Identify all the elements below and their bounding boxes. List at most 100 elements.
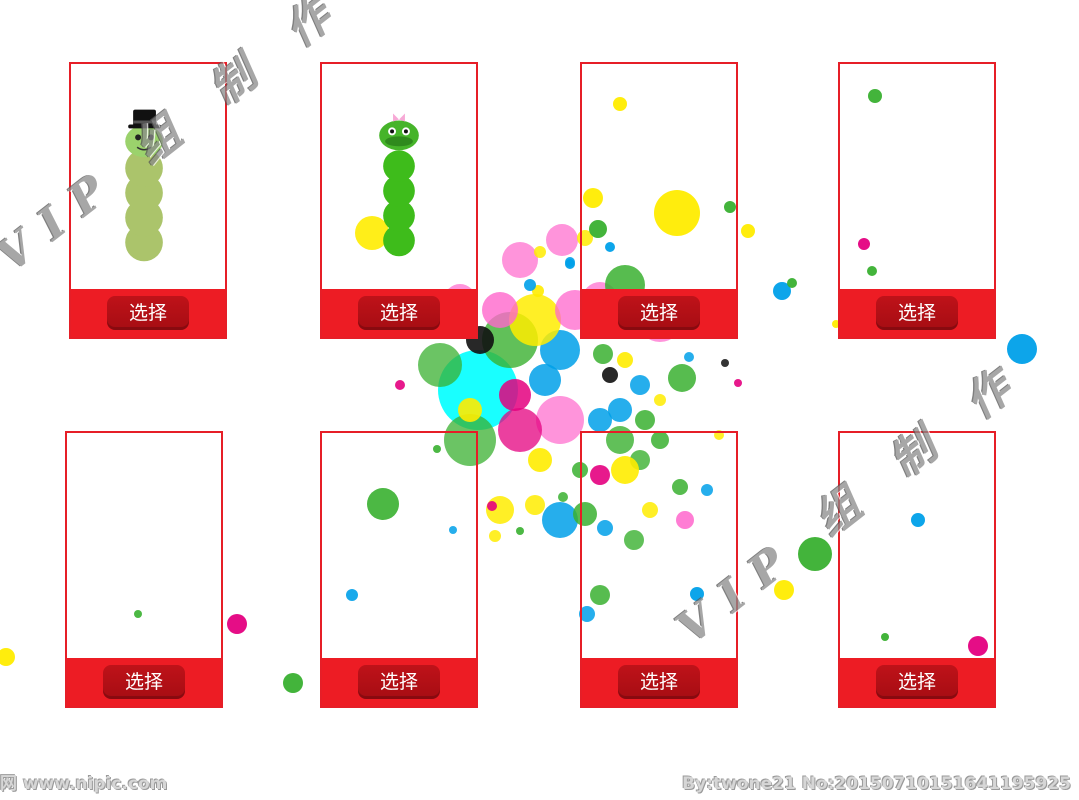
confetti-bubble [542, 502, 578, 538]
confetti-bubble [528, 448, 552, 472]
confetti-bubble [573, 502, 597, 526]
confetti-bubble [589, 220, 607, 238]
confetti-bubble [418, 343, 462, 387]
character-card-1[interactable]: 选择 [69, 62, 227, 339]
confetti-bubble [701, 484, 713, 496]
confetti-bubble [558, 492, 568, 502]
snake-with-bow-icon [379, 113, 419, 257]
confetti-bubble [516, 527, 524, 535]
confetti-bubble [482, 292, 518, 328]
select-button-2[interactable]: 选择 [358, 296, 440, 330]
confetti-bubble [654, 190, 700, 236]
character-preview-4 [840, 64, 994, 289]
confetti-bubble [367, 488, 399, 520]
confetti-bubble [611, 456, 639, 484]
confetti-bubble [734, 379, 742, 387]
character-preview-2 [322, 64, 476, 289]
card-footer-2: 选择 [322, 289, 476, 337]
confetti-bubble [867, 266, 877, 276]
confetti-bubble [676, 511, 694, 529]
confetti-bubble [613, 97, 627, 111]
select-button-3[interactable]: 选择 [618, 296, 700, 330]
confetti-bubble [534, 246, 546, 258]
confetti-bubble [0, 648, 15, 666]
confetti-bubble [395, 380, 405, 390]
character-card-2[interactable]: 选择 [320, 62, 478, 339]
card-footer-7: 选择 [582, 658, 736, 706]
select-button-1[interactable]: 选择 [107, 296, 189, 330]
confetti-bubble [602, 367, 618, 383]
confetti-bubble [458, 398, 482, 422]
confetti-bubble [654, 394, 666, 406]
character-card-6[interactable]: 选择 [320, 431, 478, 708]
worm-with-top-hat-icon [125, 109, 163, 262]
confetti-bubble [1007, 334, 1037, 364]
character-card-4[interactable]: 选择 [838, 62, 996, 339]
confetti-bubble [565, 259, 575, 269]
confetti-bubble [608, 398, 632, 422]
confetti-bubble [597, 520, 613, 536]
confetti-bubble [536, 396, 584, 444]
confetti-bubble [630, 375, 650, 395]
confetti-bubble [741, 224, 755, 238]
confetti-bubble [868, 89, 882, 103]
select-button-4[interactable]: 选择 [876, 296, 958, 330]
confetti-bubble [546, 224, 578, 256]
confetti-bubble [502, 242, 538, 278]
select-button-8[interactable]: 选择 [876, 665, 958, 699]
confetti-bubble [968, 636, 988, 656]
confetti-bubble [529, 364, 561, 396]
confetti-bubble [624, 530, 644, 550]
confetti-bubble [487, 501, 497, 511]
confetti-bubble [684, 352, 694, 362]
select-button-6[interactable]: 选择 [358, 665, 440, 699]
select-button-5[interactable]: 选择 [103, 665, 185, 699]
confetti-bubble [583, 188, 603, 208]
confetti-bubble [346, 589, 358, 601]
card-footer-6: 选择 [322, 658, 476, 706]
confetti-bubble [593, 344, 613, 364]
confetti-bubble [433, 445, 441, 453]
confetti-bubble [524, 279, 536, 291]
card-footer-4: 选择 [840, 289, 994, 337]
confetti-bubble [489, 530, 501, 542]
confetti-bubble [355, 216, 389, 250]
confetti-bubble [590, 465, 610, 485]
confetti-bubble [642, 502, 658, 518]
confetti-bubble [227, 614, 247, 634]
character-card-8[interactable]: 选择 [838, 431, 996, 708]
character-card-7[interactable]: 选择 [580, 431, 738, 708]
confetti-bubble [590, 585, 610, 605]
character-card-5[interactable]: 选择 [65, 431, 223, 708]
character-card-3[interactable]: 选择 [580, 62, 738, 339]
character-preview-5 [67, 433, 221, 658]
confetti-bubble [881, 633, 889, 641]
confetti-bubble [499, 379, 531, 411]
confetti-bubble [444, 414, 496, 466]
confetti-bubble [773, 282, 791, 300]
confetti-bubble [672, 479, 688, 495]
select-button-7[interactable]: 选择 [618, 665, 700, 699]
confetti-bubble [498, 408, 542, 452]
card-footer-5: 选择 [67, 658, 221, 706]
card-footer-1: 选择 [71, 289, 225, 337]
confetti-bubble [605, 242, 615, 252]
confetti-bubble [651, 431, 669, 449]
confetti-bubble [690, 587, 704, 601]
confetti-bubble [579, 606, 595, 622]
confetti-bubble [606, 426, 634, 454]
confetti-bubble [858, 238, 870, 250]
confetti-bubble [588, 408, 612, 432]
confetti-bubble [774, 580, 794, 600]
character-preview-6 [322, 433, 476, 658]
card-footer-3: 选择 [582, 289, 736, 337]
confetti-bubble [509, 294, 561, 346]
confetti-bubble [721, 359, 729, 367]
confetti-bubble [724, 201, 736, 213]
confetti-bubble [449, 526, 457, 534]
character-preview-3 [582, 64, 736, 289]
confetti-bubble [798, 537, 832, 571]
confetti-bubble [787, 278, 797, 288]
footer-author-id: By:twone21 No:20150710151641195925 [682, 774, 1071, 794]
